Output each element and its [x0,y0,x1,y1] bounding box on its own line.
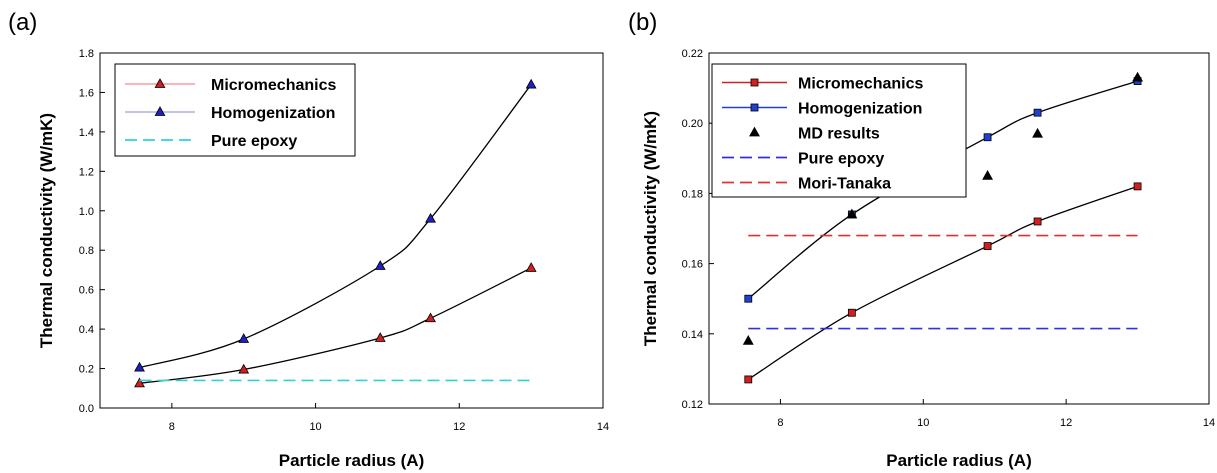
y-tick-label: 0.8 [79,245,94,257]
y-axis-title: Thermal conductivity (W/mK) [37,113,56,348]
data-point [744,375,753,384]
y-tick-label: 0.16 [682,259,703,271]
panel-label: (a) [8,9,37,36]
data-point [238,363,250,374]
legend-label: Homogenization [211,105,335,122]
y-tick-label: 1.8 [79,48,94,60]
legend-label: Pure epoxy [211,133,297,150]
data-point [525,78,537,89]
y-tick-label: 0.6 [79,285,94,297]
data-point [134,377,145,388]
y-tick-label: 0.20 [682,118,703,130]
legend-label: Mori-Tanaka [798,176,891,193]
data-point [847,308,856,317]
x-tick-label: 8 [169,421,175,433]
data-point [525,262,537,272]
data-point [134,361,145,372]
panel-label: (b) [628,9,657,36]
data-point [1033,108,1042,117]
data-point [238,333,250,343]
y-tick-label: 1.6 [79,87,94,99]
data-point [1032,127,1044,138]
legend-marker [154,106,166,116]
legend-label: Micromechanics [798,76,923,93]
plot-frame [99,52,604,409]
x-axis-title: Particle radius (A) [886,451,1032,470]
x-tick-label: 14 [1203,417,1215,429]
y-tick-label: 0.22 [682,48,703,60]
data-point [374,332,386,342]
legend-marker [154,78,166,88]
data-point [1132,71,1144,82]
legend: Micromechanics Homogenization MD results Pu… [711,63,967,198]
legend-label: Micromechanics [211,77,336,94]
y-axis-title: Thermal conductivity (W/mK) [641,111,660,346]
data-point [982,170,994,180]
y-tick-label: 0.14 [682,329,703,341]
x-tick-label: 14 [597,421,609,433]
data-point [1133,182,1142,191]
x-axis-title: Particle radius (A) [279,451,425,470]
chart-panel-b: (b) 0.12 0.14 0.16 0.18 0.20 0.22 8 10 12 14 Partic… [628,9,1215,470]
data-point [744,294,753,303]
series-homogenization [134,78,537,372]
x-tick-label: 12 [453,421,465,433]
y-tick-label: 1.4 [79,127,94,139]
x-tick-label: 10 [917,417,929,429]
y-tick-label: 1.2 [79,166,94,178]
series-micromechanics [744,182,1142,384]
series-micromechanics [134,262,537,388]
legend-label: Homogenization [798,101,922,118]
y-tick-label: 0.18 [682,188,703,200]
y-tick-label: 0.2 [79,364,94,376]
x-tick-label: 10 [309,421,321,433]
legend-label: Pure epoxy [798,151,884,168]
data-point [983,133,992,142]
data-point [846,208,858,219]
series-md-results [742,71,1144,345]
plot-frame [708,52,1210,405]
y-tick-label: 1.0 [79,206,94,218]
series-line [747,185,1138,380]
x-tick-label: 8 [777,417,783,429]
data-point [374,260,386,270]
data-point [742,335,754,345]
x-tick-label: 12 [1060,417,1072,429]
legend-marker [750,103,759,112]
chart-panel-a: (a) 0.0 0.2 0.4 0.6 0.8 1.0 1.2 1.4 1.6 1.8 8 10 12 14… [8,9,609,470]
data-point [425,312,436,323]
data-point [1033,217,1042,226]
y-tick-label: 0.0 [79,403,94,415]
legend-marker [750,78,759,87]
data-point [425,212,436,223]
series-line [747,80,1138,300]
legend-label: MD results [798,126,880,143]
legend: Micromechanics Homogenization Pure epoxy [114,63,356,157]
y-tick-label: 0.4 [79,324,94,336]
y-tick-label: 0.12 [682,399,703,411]
data-point [983,242,992,250]
series-line [139,267,532,384]
legend-marker [749,126,760,137]
